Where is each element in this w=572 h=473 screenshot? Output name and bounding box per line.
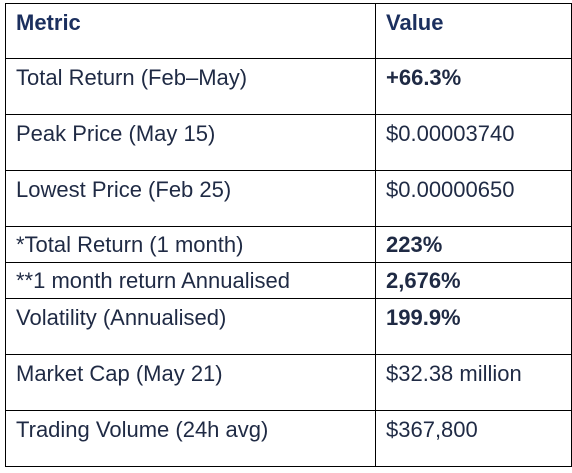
table-row: **1 month return Annualised 2,676% (5, 262, 572, 299)
metric-cell: Total Return (Feb–May) (5, 58, 376, 115)
metric-cell: Volatility (Annualised) (5, 298, 376, 355)
table-row: Lowest Price (Feb 25) $0.00000650 (5, 170, 572, 227)
table-row: *Total Return (1 month) 223% (5, 226, 572, 263)
metric-cell: **1 month return Annualised (5, 262, 376, 299)
value-cell: 2,676% (375, 262, 572, 299)
header-value: Value (375, 3, 572, 59)
table-row: Peak Price (May 15) $0.00003740 (5, 114, 572, 171)
value-cell: $367,800 (375, 410, 572, 467)
table-row: Trading Volume (24h avg) $367,800 (5, 410, 572, 467)
table-header-row: Metric Value (5, 3, 572, 59)
metric-cell: Peak Price (May 15) (5, 114, 376, 171)
value-cell: $0.00003740 (375, 114, 572, 171)
table-row: Volatility (Annualised) 199.9% (5, 298, 572, 355)
metrics-table: Metric Value Total Return (Feb–May) +66.3… (5, 3, 572, 467)
value-cell: 199.9% (375, 298, 572, 355)
value-cell: $32.38 million (375, 354, 572, 411)
table-row: Total Return (Feb–May) +66.3% (5, 58, 572, 115)
metric-cell: Trading Volume (24h avg) (5, 410, 376, 467)
metric-cell: Lowest Price (Feb 25) (5, 170, 376, 227)
value-cell: $0.00000650 (375, 170, 572, 227)
header-metric: Metric (5, 3, 376, 59)
table-row: Market Cap (May 21) $32.38 million (5, 354, 572, 411)
metric-cell: Market Cap (May 21) (5, 354, 376, 411)
metric-cell: *Total Return (1 month) (5, 226, 376, 263)
value-cell: 223% (375, 226, 572, 263)
value-cell: +66.3% (375, 58, 572, 115)
